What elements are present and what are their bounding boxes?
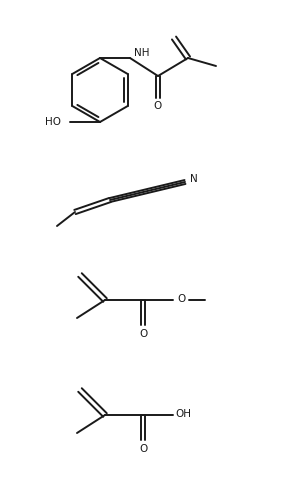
Text: O: O — [154, 101, 162, 111]
Text: NH: NH — [134, 48, 150, 58]
Text: OH: OH — [175, 409, 191, 419]
Text: HO: HO — [45, 117, 61, 127]
Text: N: N — [190, 174, 198, 184]
Text: O: O — [177, 294, 185, 304]
Text: O: O — [139, 329, 147, 339]
Text: O: O — [139, 444, 147, 454]
